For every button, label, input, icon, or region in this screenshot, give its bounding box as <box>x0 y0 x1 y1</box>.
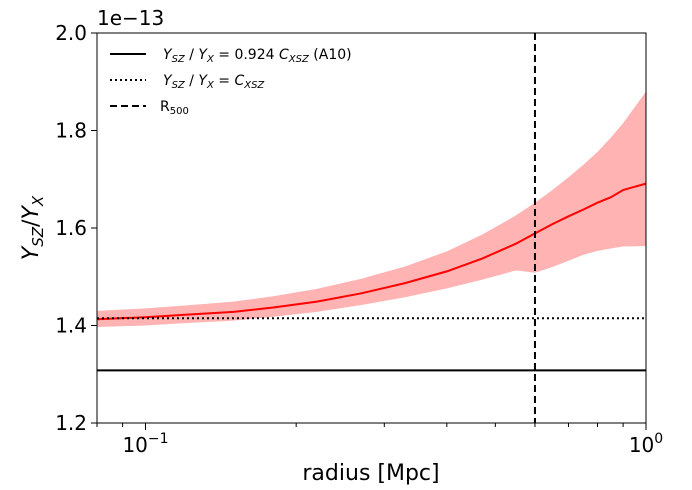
line-layer <box>96 182 647 321</box>
legend-label-cxsz: YSZ / YX = CXSZ <box>163 73 265 91</box>
y-tick-label: 1.8 <box>55 119 87 143</box>
y-tick-label: 1.6 <box>55 216 87 240</box>
x-tick-label: 100 <box>629 431 663 457</box>
band-layer <box>97 91 646 327</box>
series-line-0 <box>96 182 647 321</box>
y-tick-label: 2.0 <box>55 21 87 45</box>
x-axis-label: radius [Mpc] <box>302 461 439 486</box>
y-axis-label: YSZ/YX <box>19 195 47 260</box>
series-band-0 <box>97 91 646 327</box>
offset-label: 1e−13 <box>97 6 164 30</box>
y-tick-label: 1.2 <box>55 411 87 435</box>
legend-label-r500: R500 <box>160 99 189 117</box>
reference-lines <box>97 33 646 423</box>
legend-label-a10: YSZ / YX = 0.924 CXSZ (A10) <box>163 47 352 65</box>
legend: YSZ / YX = 0.924 CXSZ (A10) YSZ / YX = C… <box>110 47 352 117</box>
x-tick-label: 10−1 <box>122 431 168 457</box>
axis-ticks: 1.2 1.4 1.6 1.8 2.0 10−1 100 <box>55 21 663 457</box>
y-tick-label: 1.4 <box>55 314 87 338</box>
